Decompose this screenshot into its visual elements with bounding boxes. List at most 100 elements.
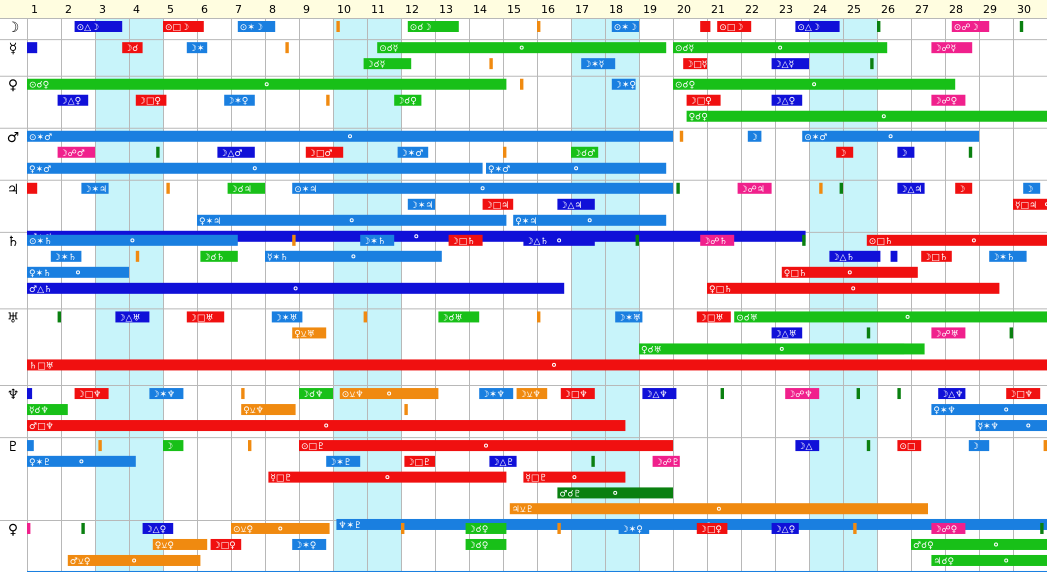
aspect-exact-marker <box>1045 202 1047 207</box>
aspect-bar: ☽△♀ <box>771 522 799 535</box>
aspect-bar <box>404 404 408 416</box>
aspect-exact-marker <box>293 286 298 291</box>
aspect-bar-rect <box>74 388 109 400</box>
aspect-bar-label: ☽ <box>957 185 965 195</box>
aspect-bar-rect <box>217 146 255 158</box>
aspect-bar-rect <box>1013 198 1047 210</box>
aspect-bar: ⊙☌♀ <box>673 78 956 91</box>
aspect-bar-rect <box>1019 21 1024 32</box>
aspect-bar-label: ♆✶♇ <box>338 521 362 531</box>
aspect-bar: ☿□♃ <box>1013 198 1047 211</box>
aspect-bar: ☽✶♀ <box>618 522 650 535</box>
aspect-bar-rect <box>448 234 483 246</box>
aspect-bar: ♄□♅ <box>27 359 1047 371</box>
aspect-exact-marker <box>480 186 485 191</box>
aspect-bar: ☽△ <box>795 440 820 452</box>
aspect-bar-rect <box>237 21 276 32</box>
aspect-bar: ☽△♃ <box>557 198 595 211</box>
aspect-bar-label: ☽☌♀ <box>468 525 489 535</box>
aspect-bar-label: ☽△♀ <box>774 97 796 107</box>
day-label: 15 <box>507 3 521 16</box>
aspect-bar-rect <box>931 522 966 534</box>
aspect-bar-rect <box>717 21 752 32</box>
aspect-bar-label: ⊙□♇ <box>301 442 325 452</box>
aspect-bar-rect <box>135 94 167 106</box>
planet-label: ♄ <box>7 234 20 250</box>
aspect-bar <box>897 388 901 400</box>
aspect-bar-rect <box>465 522 507 534</box>
aspect-bar-label: ☽✶♀ <box>621 525 643 535</box>
aspect-bar: ☽☍♄ <box>700 234 735 247</box>
aspect-bar-rect <box>829 250 881 262</box>
aspect-bar-label: ☽□♆ <box>1008 390 1033 400</box>
aspect-bar-label: ☽☍♅ <box>933 329 958 339</box>
aspect-bar-rect <box>836 146 854 158</box>
aspect-exact-marker <box>414 234 419 239</box>
aspect-bar: ☽✶♀ <box>224 94 255 107</box>
aspect-bar-label: ☽✶♆ <box>151 390 175 400</box>
aspect-bar <box>557 522 561 534</box>
aspect-bar: ☽✶♇ <box>326 455 361 468</box>
aspect-bar: ☽□♇ <box>404 455 435 468</box>
aspect-bar-rect <box>27 234 238 246</box>
aspect-bar-label: ⊙□☽ <box>165 23 189 33</box>
aspect-bar-label: ☽△♇ <box>491 458 514 468</box>
aspect-bar-rect <box>197 214 507 226</box>
day-label: 8 <box>269 3 276 16</box>
aspect-bar-rect <box>27 42 38 54</box>
aspect-bar-rect <box>1043 440 1047 452</box>
aspect-exact-marker <box>778 45 783 50</box>
aspect-bar: ☽☍♀ <box>931 522 966 535</box>
aspect-bar-rect <box>156 146 160 158</box>
aspect-bar-rect <box>700 21 711 32</box>
aspect-bar-rect <box>336 518 1047 530</box>
aspect-bar: ⊙☌☿ <box>673 42 888 54</box>
aspect-bar-rect <box>571 146 599 158</box>
aspect-exact-marker <box>888 134 893 139</box>
aspect-bar-rect <box>611 21 639 32</box>
aspect-exact-marker <box>587 218 592 223</box>
aspect-bar: ☽△♄ <box>829 250 881 263</box>
aspect-bar <box>166 182 170 194</box>
aspect-bar-rect <box>326 94 330 106</box>
aspect-bar: ☽☌♀ <box>465 522 507 535</box>
aspect-exact-marker <box>847 270 852 275</box>
aspect-bar-rect <box>771 94 803 106</box>
planet-label: ♀ <box>8 78 18 94</box>
aspect-bar-rect <box>404 455 435 467</box>
day-label: 3 <box>99 3 106 16</box>
aspect-bar-rect <box>394 94 422 106</box>
aspect-exact-marker <box>994 542 998 547</box>
aspect-bar-rect <box>696 311 731 323</box>
aspect-bar-rect <box>74 21 123 32</box>
aspect-bar-label: ☽☍♆ <box>787 390 812 400</box>
aspect-bar: ⊙☌♀ <box>27 78 507 91</box>
aspect-bar: ♀⚺♀ <box>152 538 208 551</box>
aspect-bar: ☿□♇ <box>523 471 626 484</box>
aspect-bar-label: ⊙✶☽ <box>240 23 263 33</box>
aspect-bar-label: ☿□♇ <box>525 474 547 484</box>
aspect-bar: ☽✶☿ <box>581 58 616 70</box>
aspect-bar-label: ☿✶♆ <box>978 422 999 432</box>
aspect-bar-rect <box>557 522 561 534</box>
aspect-bar-label: ♀⚺♆ <box>243 406 264 416</box>
aspect-bar-label: ♀✶♄ <box>29 269 51 279</box>
aspect-bar-rect <box>537 311 541 323</box>
aspect-bar-rect <box>27 130 673 142</box>
aspect-bar-label: ⊙☌♀ <box>29 81 49 91</box>
aspect-bar: ⊙△☽ <box>74 21 123 33</box>
aspect-bar-rect <box>292 327 327 339</box>
aspect-bar: ☿□♇ <box>268 471 507 484</box>
aspect-bar-label: ☽✶♀ <box>294 541 316 551</box>
aspect-bar <box>489 58 493 70</box>
aspect-bar-label: ☽ <box>1025 185 1033 195</box>
aspect-bar: ♀☌♅ <box>639 343 925 355</box>
day-label: 13 <box>439 3 453 16</box>
aspect-bar: ☽ <box>836 146 854 159</box>
aspect-bar-rect <box>890 250 898 262</box>
aspect-bar-rect <box>737 182 772 194</box>
aspect-exact-marker <box>613 490 618 495</box>
aspect-bar-rect <box>265 250 442 262</box>
aspect-bar-label: ☽△♄ <box>525 237 548 247</box>
aspect-bar: ☽✶♄ <box>50 250 82 263</box>
